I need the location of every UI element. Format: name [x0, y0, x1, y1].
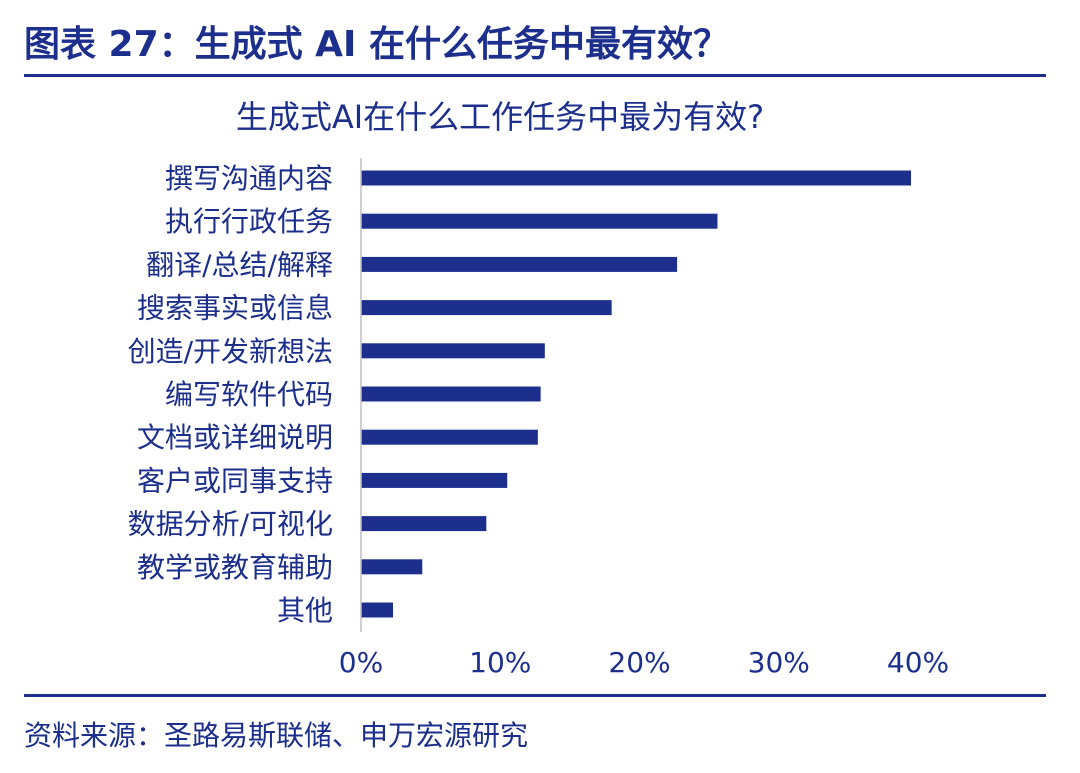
category-label-6: 编写软件代码	[165, 378, 333, 411]
source-note: 资料来源：圣路易斯联储、申万宏源研究	[24, 719, 529, 752]
figure-title: 图表 27：生成式 AI 在什么任务中最有效？	[24, 24, 729, 65]
x-axis-ticks: 0% 10% 20% 30% 40%	[339, 646, 949, 679]
chart-title: 生成式AI在什么工作任务中最为有效?	[236, 98, 764, 136]
bar-6	[361, 386, 541, 402]
source-divider	[24, 694, 1046, 697]
category-label-8: 客户或同事支持	[137, 464, 333, 497]
title-divider	[24, 74, 1046, 77]
category-label-1: 撰写沟通内容	[165, 162, 333, 195]
category-label-7: 文档或详细说明	[137, 421, 333, 454]
bar-4	[361, 300, 612, 316]
bar-chart: 生成式AI在什么工作任务中最为有效? 撰写沟通内容执行行政任务翻译/总结/解释搜…	[128, 98, 950, 679]
category-label-5: 创造/开发新想法	[128, 335, 333, 368]
bar-5	[361, 343, 545, 359]
bar-7	[361, 429, 538, 445]
category-label-9: 数据分析/可视化	[128, 508, 333, 541]
bar-8	[361, 472, 508, 488]
x-tick-label-4: 30%	[748, 646, 810, 679]
bars-group	[361, 170, 912, 618]
category-labels: 撰写沟通内容执行行政任务翻译/总结/解释搜索事实或信息创造/开发新想法编写软件代…	[128, 162, 333, 627]
x-tick-label-2: 10%	[469, 646, 531, 679]
x-tick-label-5: 40%	[887, 646, 949, 679]
x-tick-label-3: 20%	[608, 646, 670, 679]
bar-3	[361, 256, 678, 272]
bar-11	[361, 602, 394, 618]
bar-2	[361, 213, 718, 229]
x-tick-label-1: 0%	[339, 646, 383, 679]
category-label-10: 教学或教育辅助	[137, 551, 333, 584]
bar-1	[361, 170, 912, 186]
category-label-11: 其他	[277, 594, 333, 627]
category-label-3: 翻译/总结/解释	[146, 248, 333, 281]
category-label-2: 执行行政任务	[165, 205, 333, 238]
bar-10	[361, 559, 423, 575]
category-label-4: 搜索事实或信息	[137, 292, 333, 325]
bar-9	[361, 516, 487, 532]
